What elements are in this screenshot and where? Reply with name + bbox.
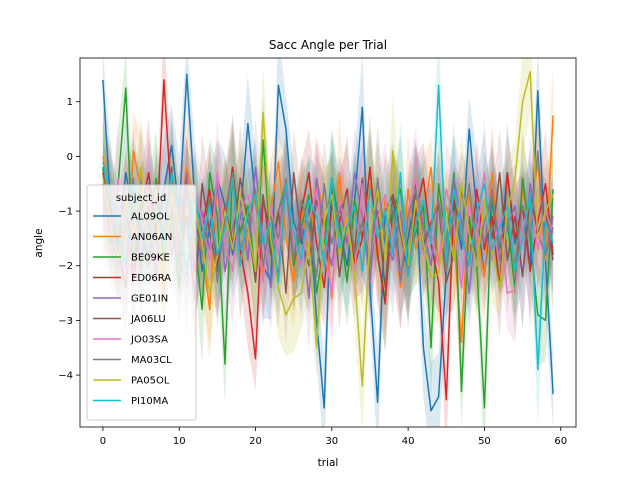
y-tick-label: 0 [67, 152, 73, 163]
y-tick-label: 1 [67, 97, 73, 108]
band-al09ol [102, 58, 554, 427]
legend-label-ja06lu: JA06LU [130, 314, 166, 325]
legend-label-ed06ra: ED06RA [131, 273, 171, 284]
legend-title: subject_id [116, 193, 166, 204]
legend-label-ge01in: GE01IN [131, 294, 168, 305]
y-axis: −4 −3 −2 −1 0 1 [58, 97, 80, 382]
x-tick-label: 0 [100, 436, 106, 447]
legend-label-an06an: AN06AN [131, 232, 172, 243]
legend-label-be09ke: BE09KE [131, 253, 170, 264]
x-tick-label: 10 [173, 436, 186, 447]
x-axis-label: trial [318, 457, 339, 469]
chart-title: Sacc Angle per Trial [269, 38, 387, 52]
x-tick-label: 30 [325, 436, 338, 447]
legend-label-jo03sa: JO03SA [130, 335, 168, 346]
x-tick-label: 40 [402, 436, 415, 447]
legend-label-ma03cl: MA03CL [131, 355, 172, 366]
legend: subject_id AL09OL AN06AN BE09KE ED06RA GE01I… [86, 184, 197, 421]
x-axis: 0 10 20 30 40 50 60 [100, 427, 567, 447]
band-jo03sa [102, 118, 554, 346]
y-axis-label: angle [33, 228, 45, 257]
y-tick-label: −2 [58, 261, 73, 272]
plot-area-frame [79, 57, 577, 428]
legend-label-pi10ma: PI10MA [131, 396, 168, 407]
x-tick-label: 50 [478, 436, 491, 447]
y-tick-label: −4 [58, 371, 73, 382]
x-tick-label: 20 [249, 436, 262, 447]
x-tick-label: 60 [554, 436, 567, 447]
legend-label-pa05ol: PA05OL [131, 376, 170, 387]
y-tick-label: −1 [58, 207, 73, 218]
band-ge01in [102, 119, 554, 354]
legend-label-al09ol: AL09OL [131, 212, 170, 223]
legend-box [86, 184, 197, 421]
y-tick-label: −3 [58, 316, 73, 327]
